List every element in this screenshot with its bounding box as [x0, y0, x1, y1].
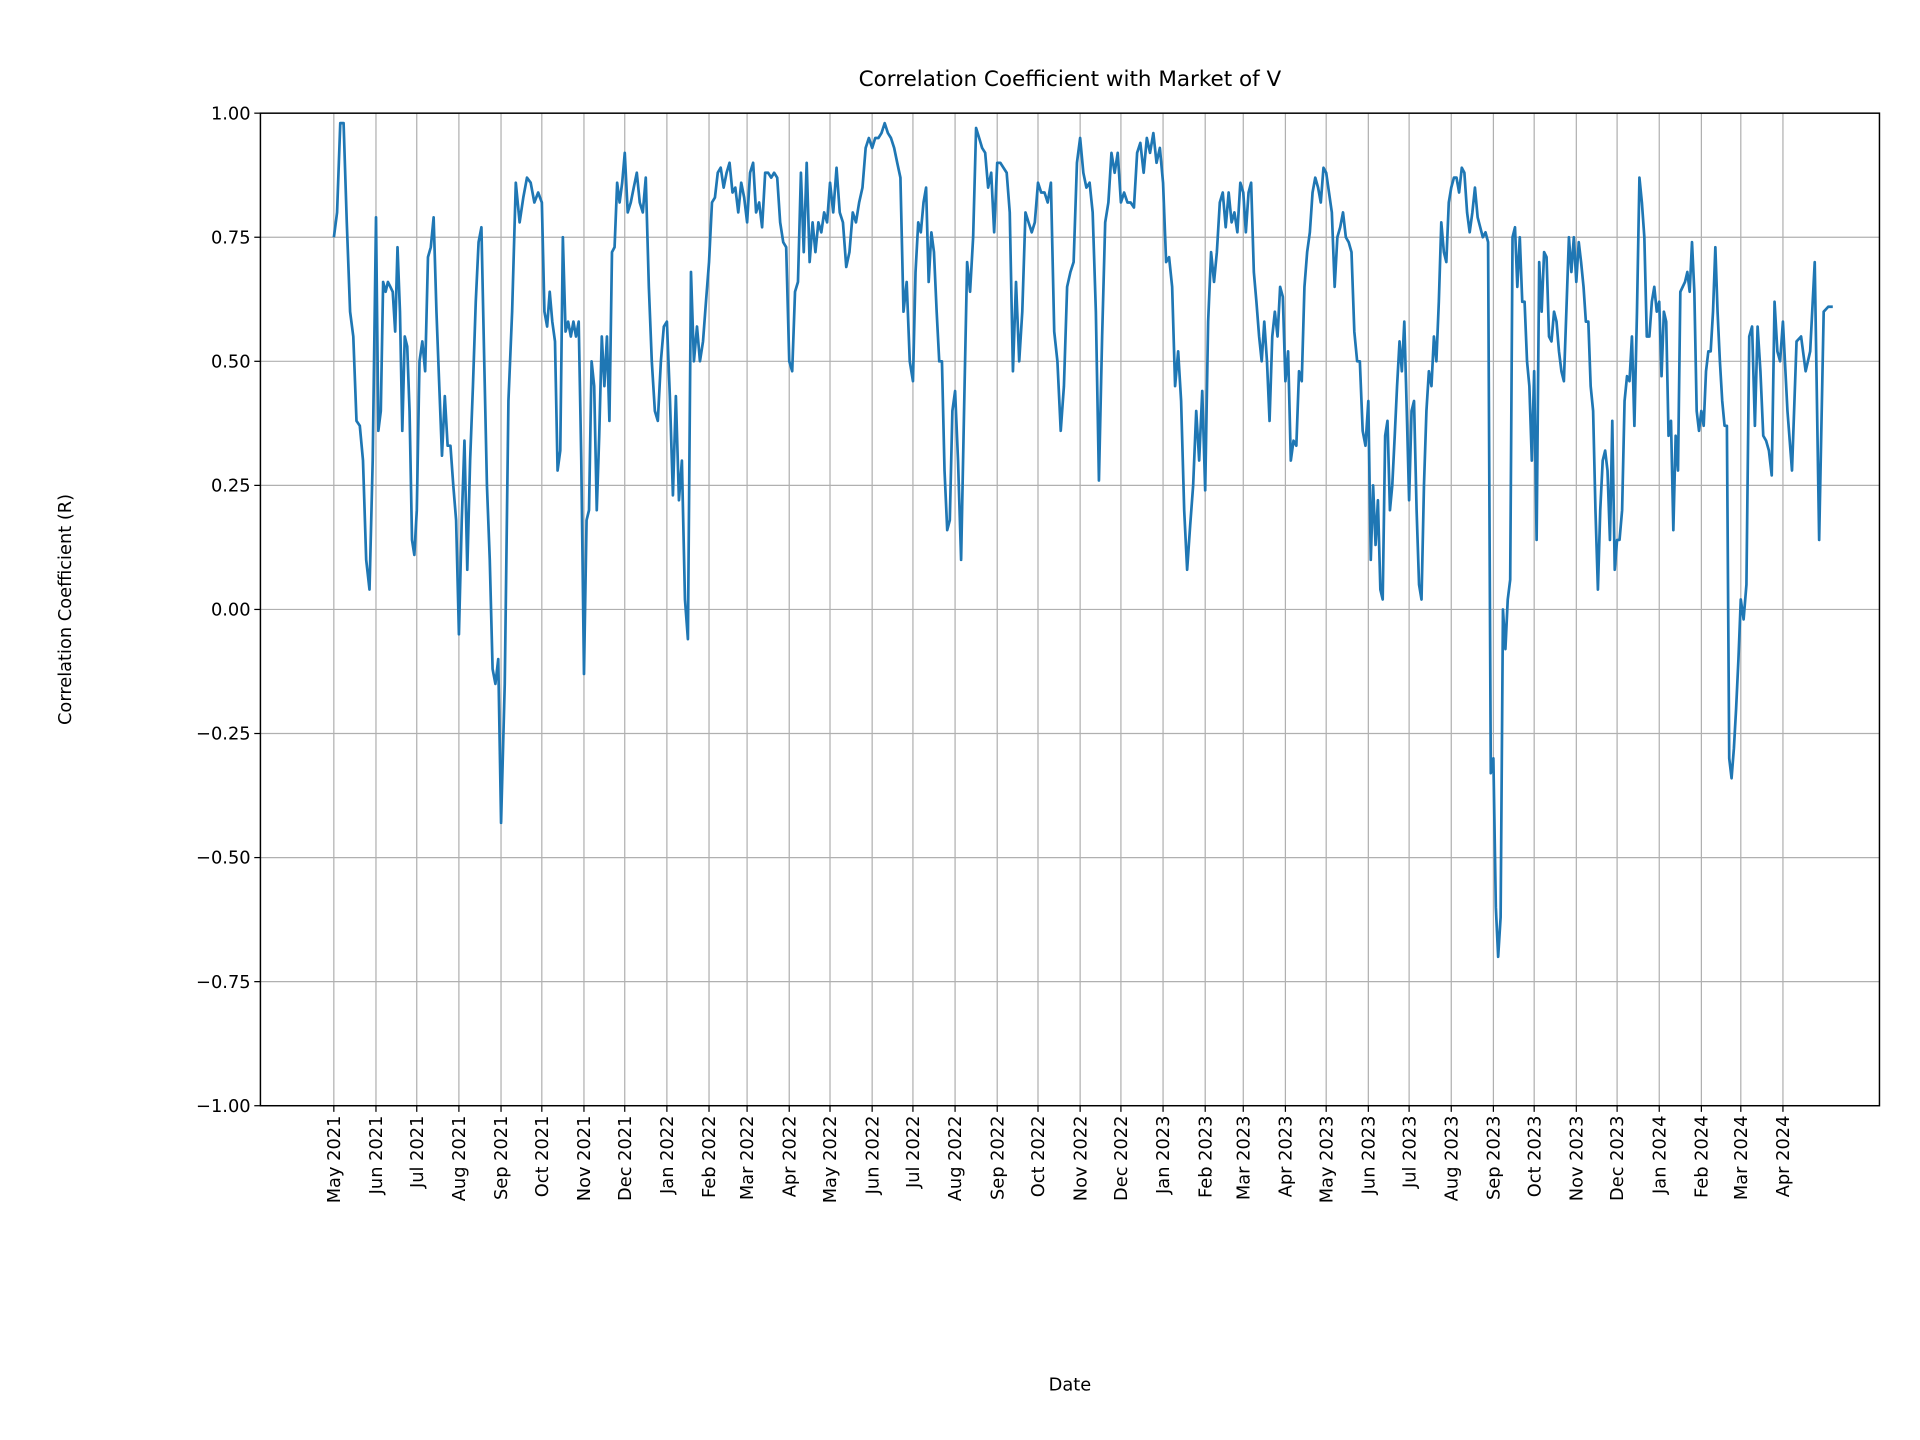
x-tick-label: Nov 2021: [574, 1116, 595, 1202]
x-tick-label: May 2022: [820, 1116, 841, 1204]
y-tick-label: 0.25: [211, 476, 251, 497]
x-tick-label: Sep 2021: [491, 1116, 512, 1201]
x-tick-label: Mar 2022: [737, 1116, 758, 1201]
x-tick-label: Jun 2021: [366, 1116, 387, 1196]
x-tick-label: Feb 2022: [699, 1116, 720, 1198]
x-tick-label: Oct 2021: [532, 1116, 553, 1198]
y-tick-label: −0.25: [196, 724, 251, 745]
y-tick-label: 0.00: [211, 600, 251, 621]
x-tick-label: Sep 2022: [987, 1116, 1008, 1201]
x-tick-label: Apr 2024: [1773, 1116, 1794, 1198]
x-tick-label: Jan 2024: [1649, 1116, 1670, 1195]
x-tick-label: Mar 2024: [1731, 1116, 1752, 1201]
y-tick-label: −1.00: [196, 1096, 251, 1117]
series-layer: [332, 121, 1833, 959]
y-axis: 1.00 0.75 0.50 0.25 0.00 −0.25 −0.50 −0.75 −1.00: [196, 103, 261, 1117]
y-tick-label: −0.75: [196, 972, 251, 993]
series-line: [332, 121, 1833, 959]
x-tick-label: Sep 2023: [1484, 1116, 1505, 1201]
y-tick-label: −0.50: [196, 848, 251, 869]
y-tick-label: 1.00: [211, 103, 251, 124]
x-tick-label: Jan 2022: [657, 1116, 678, 1195]
x-tick-label: Jun 2023: [1358, 1116, 1379, 1196]
y-axis-label: Correlation Coefficient (R): [55, 494, 76, 725]
x-tick-label: Jul 2023: [1399, 1116, 1420, 1189]
x-tick-label: Apr 2022: [779, 1116, 800, 1198]
y-tick-label: 0.75: [211, 227, 251, 248]
x-tick-label: Oct 2022: [1028, 1116, 1049, 1198]
x-tick-label: Feb 2024: [1692, 1116, 1713, 1198]
x-tick-label: May 2021: [324, 1116, 345, 1204]
x-axis-label: Date: [1049, 1375, 1092, 1396]
x-tick-label: Dec 2021: [615, 1116, 636, 1201]
x-tick-label: Nov 2023: [1566, 1116, 1587, 1202]
x-tick-label: Nov 2022: [1070, 1116, 1091, 1202]
x-tick-label: Apr 2023: [1276, 1116, 1297, 1198]
x-tick-label: Jun 2022: [862, 1116, 883, 1196]
x-tick-label: Jul 2021: [407, 1116, 428, 1189]
x-tick-label: Aug 2022: [945, 1116, 966, 1202]
y-tick-label: 0.50: [211, 351, 251, 372]
x-tick-label: Jan 2023: [1153, 1116, 1174, 1195]
x-tick-label: Aug 2023: [1441, 1116, 1462, 1202]
x-tick-label: Oct 2023: [1524, 1116, 1545, 1198]
x-tick-label: Feb 2023: [1195, 1116, 1216, 1198]
x-tick-label: Aug 2021: [449, 1116, 470, 1202]
x-tick-label: May 2023: [1316, 1116, 1337, 1204]
x-axis: May 2021 Jun 2021 Jul 2021 Aug 2021 Sep 2021…: [324, 1105, 1794, 1204]
chart-title: Correlation Coefficient with Market of V: [859, 67, 1282, 92]
x-tick-label: Dec 2022: [1111, 1116, 1132, 1201]
x-tick-label: Mar 2023: [1233, 1116, 1254, 1201]
x-tick-label: Dec 2023: [1607, 1116, 1628, 1201]
x-tick-label: Jul 2022: [903, 1116, 924, 1189]
